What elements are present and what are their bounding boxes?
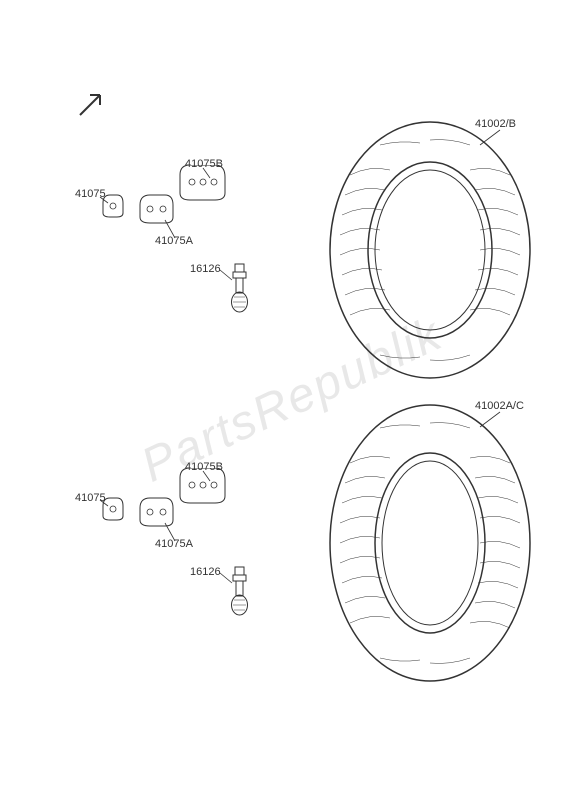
valve-stem-1: [227, 262, 252, 317]
tire-rear: [320, 398, 540, 688]
wheel-weights-1: [95, 165, 235, 245]
tire-front: [320, 115, 540, 385]
label-valve-1: 16126: [190, 263, 221, 275]
direction-arrow-icon: [75, 85, 115, 125]
label-weight-medium-2: 41075A: [155, 538, 193, 550]
label-weight-large-2: 41075B: [185, 461, 223, 473]
label-tire-front: 41002/B: [475, 118, 516, 130]
wheel-weights-2: [95, 468, 235, 548]
label-valve-2: 16126: [190, 566, 221, 578]
label-weight-large-1: 41075B: [185, 158, 223, 170]
label-tire-rear: 41002A/C: [475, 400, 524, 412]
valve-stem-2: [227, 565, 252, 620]
label-weight-small-2: 41075: [75, 492, 106, 504]
parts-diagram: PartsRepublik: [0, 0, 584, 800]
label-weight-small-1: 41075: [75, 188, 106, 200]
label-weight-medium-1: 41075A: [155, 235, 193, 247]
